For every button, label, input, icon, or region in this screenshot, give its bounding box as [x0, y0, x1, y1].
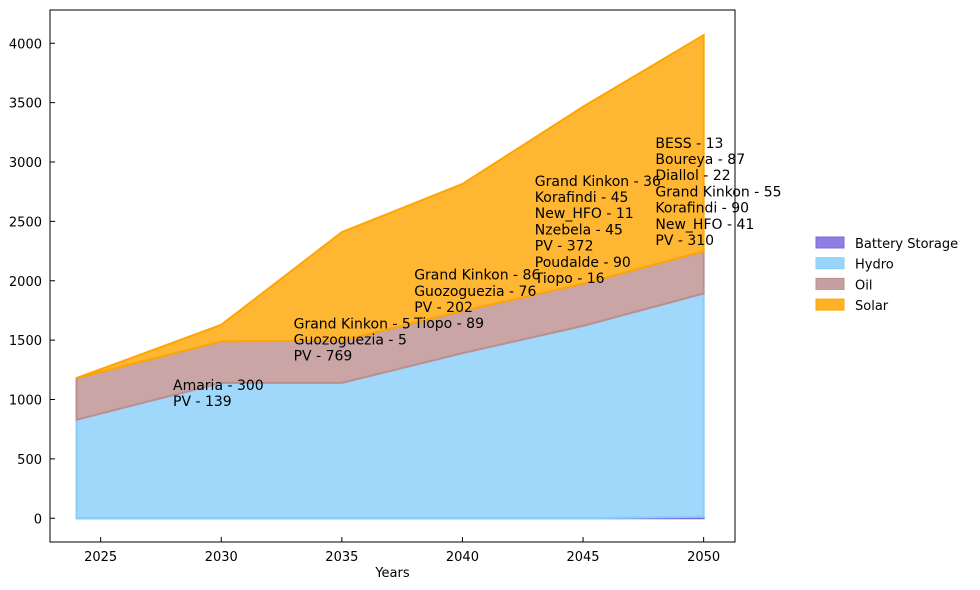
- axes-group: 2025 2030 2035 2040 2045 2050 0 500 1000 1500 2000…: [9, 9, 736, 565]
- annotation-line: BESS - 13: [655, 136, 723, 152]
- annotation-line: Grand Kinkon - 86: [414, 268, 540, 284]
- annotation-line: Boureya - 87: [655, 152, 745, 168]
- annotation-line: Grand Kinkon - 55: [655, 184, 781, 200]
- y-tick-label: 1500: [9, 334, 42, 349]
- y-tick-label: 2000: [9, 275, 42, 290]
- plot-frame: [49, 9, 736, 543]
- annotation-line: Korafindi - 45: [535, 190, 629, 206]
- y-tick-label: 3500: [9, 97, 42, 112]
- annotation-line: Tiopo - 89: [413, 316, 484, 332]
- annotation-2038: Grand Kinkon - 86 Guozoguezia - 76 PV - 20…: [413, 268, 540, 333]
- annotation-2028: Amaria - 300 PV - 139: [173, 378, 264, 410]
- y-tick-label: 0: [34, 512, 42, 527]
- annotation-line: New_HFO - 41: [655, 217, 754, 233]
- annotation-line: PV - 372: [535, 239, 594, 255]
- legend: Battery Storage Hydro Oil Solar: [815, 236, 958, 314]
- annotation-2043: Grand Kinkon - 36 Korafindi - 45 New_HFO -…: [534, 174, 661, 287]
- area-series-group: [75, 33, 705, 520]
- annotation-line: Guozoguezia - 5: [294, 332, 407, 348]
- annotation-line: Nzebela - 45: [535, 222, 623, 238]
- y-tick-label: 3000: [9, 156, 42, 171]
- area-solar: [76, 33, 705, 380]
- annotation-line: PV - 139: [173, 394, 232, 410]
- annotation-line: Guozoguezia - 76: [414, 284, 536, 300]
- y-tick-label: 4000: [9, 37, 42, 52]
- legend-label: Solar: [855, 299, 889, 314]
- annotation-line: Diallol - 22: [655, 168, 730, 184]
- annotation-line: PV - 310: [655, 233, 714, 249]
- x-tick-label: 2050: [687, 550, 720, 565]
- x-tick-label: 2025: [84, 550, 117, 565]
- x-axis-label: Years: [374, 566, 410, 581]
- annotation-line: Grand Kinkon - 5: [294, 316, 411, 332]
- legend-label: Hydro: [855, 258, 894, 273]
- annotation-2033: Grand Kinkon - 5 Guozoguezia - 5 PV - 769: [294, 316, 411, 364]
- x-tick-label: 2030: [205, 550, 238, 565]
- y-tick-label: 1000: [9, 394, 42, 409]
- x-tick-label: 2035: [325, 550, 358, 565]
- annotation-line: Amaria - 300: [173, 378, 264, 394]
- annotations-group: Amaria - 300 PV - 139 Grand Kinkon - 5 Guoz…: [173, 136, 782, 410]
- x-tick-label: 2040: [446, 550, 479, 565]
- annotation-line: Grand Kinkon - 36: [535, 174, 661, 190]
- annotation-line: Poudalde - 90: [535, 255, 631, 271]
- legend-swatch: [815, 257, 845, 270]
- y-tick-label: 500: [17, 453, 42, 468]
- annotation-line: Tiopo - 16: [534, 271, 605, 287]
- legend-swatch: [815, 298, 845, 311]
- annotation-line: PV - 769: [294, 349, 353, 365]
- annotation-line: Korafindi - 90: [655, 201, 749, 217]
- annotation-line: New_HFO - 11: [535, 206, 634, 222]
- legend-swatch: [815, 236, 845, 249]
- legend-label: Oil: [855, 278, 872, 293]
- y-tick-label: 2500: [9, 215, 42, 230]
- legend-label: Battery Storage: [855, 237, 958, 252]
- legend-swatch: [815, 277, 845, 290]
- annotation-2048: BESS - 13 Boureya - 87 Diallol - 22 Grand K…: [655, 136, 781, 249]
- x-tick-label: 2045: [566, 550, 599, 565]
- annotation-line: PV - 202: [414, 300, 473, 316]
